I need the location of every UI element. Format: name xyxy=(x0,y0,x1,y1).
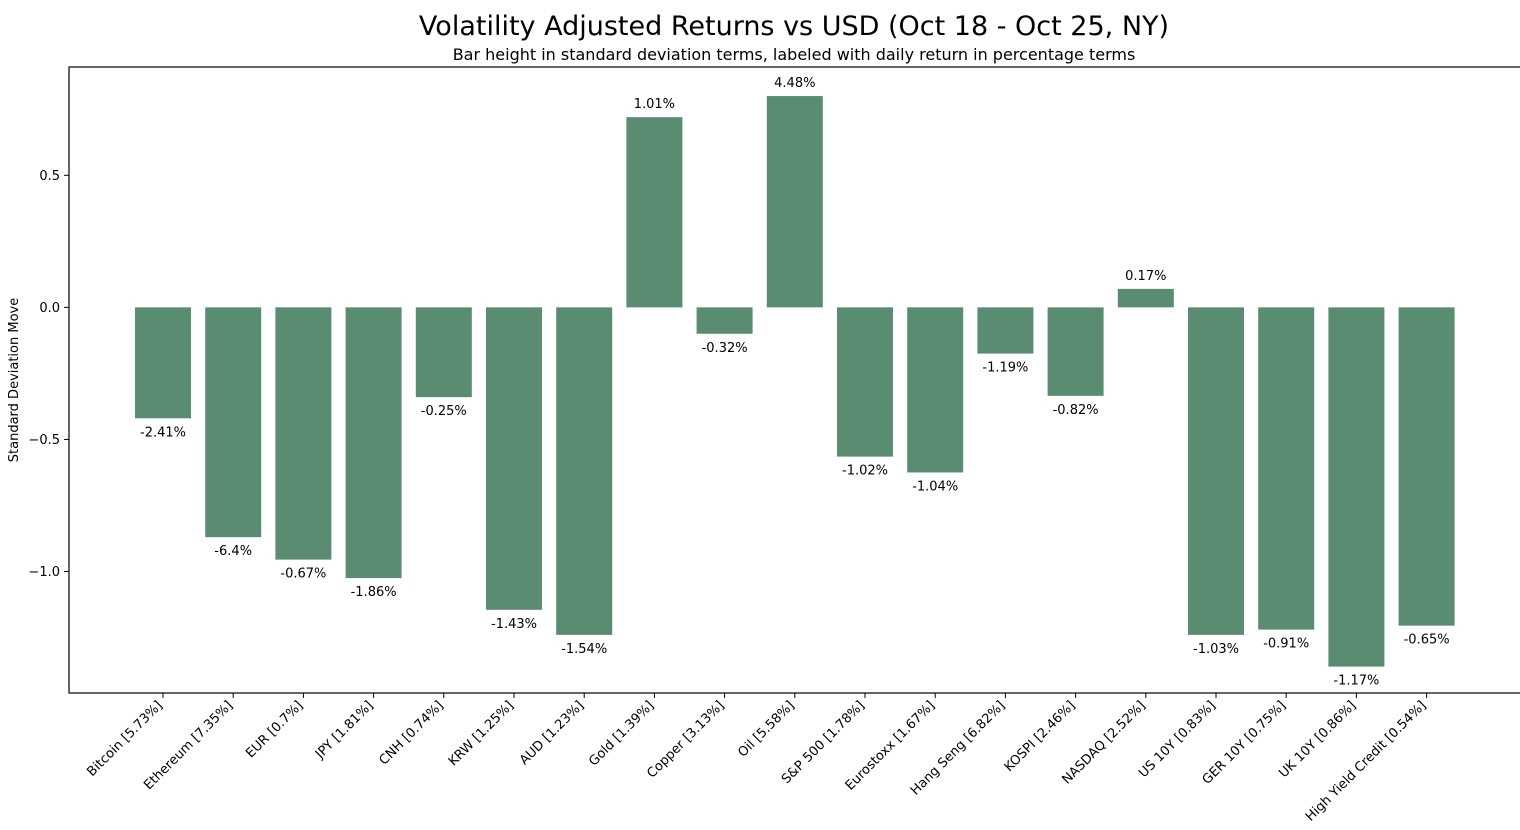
x-tick-label: US 10Y [0.83%] xyxy=(1136,698,1219,781)
x-tick-label: KRW [1.25%] xyxy=(446,698,517,769)
bar-data-label: -1.17% xyxy=(1333,674,1379,689)
bar xyxy=(1188,307,1244,635)
x-tick-label: UK 10Y [0.86%] xyxy=(1276,698,1359,781)
bar-data-label: -0.25% xyxy=(421,404,467,419)
x-tick-label: Copper [3.13%] xyxy=(644,698,727,781)
bar xyxy=(1117,288,1174,308)
y-tick-label: 0.5 xyxy=(39,169,60,184)
y-tick-label: 0.0 xyxy=(39,301,60,316)
bar xyxy=(205,307,262,538)
chart-title: Volatility Adjusted Returns vs USD (Oct … xyxy=(419,11,1169,42)
x-tick-label: High Yield Credit [0.54%] xyxy=(1303,698,1429,824)
bar-data-label: 0.17% xyxy=(1125,269,1166,284)
bar xyxy=(415,307,472,398)
x-tick-label: EUR [0.7%] xyxy=(243,698,306,761)
bar-data-label: -1.02% xyxy=(842,464,888,479)
y-axis-ticks: −1.0 −0.5 0.0 0.5 xyxy=(28,169,69,580)
bar-data-label: -1.19% xyxy=(982,361,1028,376)
bar xyxy=(1047,307,1104,396)
y-tick-label: −0.5 xyxy=(28,433,60,448)
bar-labels-group: -2.41% -6.4% -0.67% -1.86% -0.25% -1.43% -1.54… xyxy=(140,76,1450,689)
plot-frame xyxy=(68,66,1520,694)
x-axis-ticks: Bitcoin [5.73%]Ethereum [7.35%] EUR [0.7%… xyxy=(84,693,1429,825)
bar-data-label: -0.67% xyxy=(280,567,326,582)
bar-data-label: -1.03% xyxy=(1193,642,1239,657)
bar xyxy=(556,307,613,635)
bar xyxy=(275,307,332,560)
bar-data-label: -0.32% xyxy=(702,341,748,356)
bar-data-label: -1.54% xyxy=(561,642,607,657)
x-tick-label: Bitcoin [5.73%] xyxy=(84,698,165,779)
x-tick-label: AUD [1.23%] xyxy=(517,698,587,768)
y-tick-label: −1.0 xyxy=(28,565,60,580)
bar xyxy=(626,117,683,308)
bar xyxy=(696,307,753,334)
bar xyxy=(1258,307,1315,630)
bars-group xyxy=(135,96,1455,667)
bar-data-label: -0.82% xyxy=(1053,403,1099,418)
bar xyxy=(907,307,964,473)
bar xyxy=(345,307,402,579)
bar-data-label: 4.48% xyxy=(774,76,815,91)
x-tick-label: Gold [1.39%] xyxy=(586,698,657,769)
bar xyxy=(766,96,823,308)
x-tick-label: Oil [5.58%] xyxy=(735,698,797,760)
bar-data-label: -0.65% xyxy=(1404,633,1450,648)
bar xyxy=(837,307,893,457)
x-tick-label: CNH [0.74%] xyxy=(377,698,447,768)
y-axis-label: Standard Deviation Move xyxy=(7,298,22,462)
bar-data-label: -1.04% xyxy=(912,479,958,494)
bar-data-label: -2.41% xyxy=(140,425,186,440)
bar xyxy=(977,307,1034,354)
bar-data-label: 1.01% xyxy=(634,97,675,112)
bar-data-label: -6.4% xyxy=(214,544,252,559)
x-tick-label: KOSPI [2.46%] xyxy=(1002,698,1079,775)
x-tick-label: JPY [1.81%] xyxy=(312,698,376,762)
bar xyxy=(1328,307,1385,667)
chart-subtitle: Bar height in standard deviation terms, … xyxy=(453,45,1136,64)
bar-data-label: -1.43% xyxy=(491,617,537,632)
bar-data-label: -0.91% xyxy=(1263,637,1309,652)
bar xyxy=(1398,307,1455,626)
bar-data-label: -1.86% xyxy=(351,585,397,600)
bar xyxy=(135,307,191,419)
bar xyxy=(486,307,542,610)
